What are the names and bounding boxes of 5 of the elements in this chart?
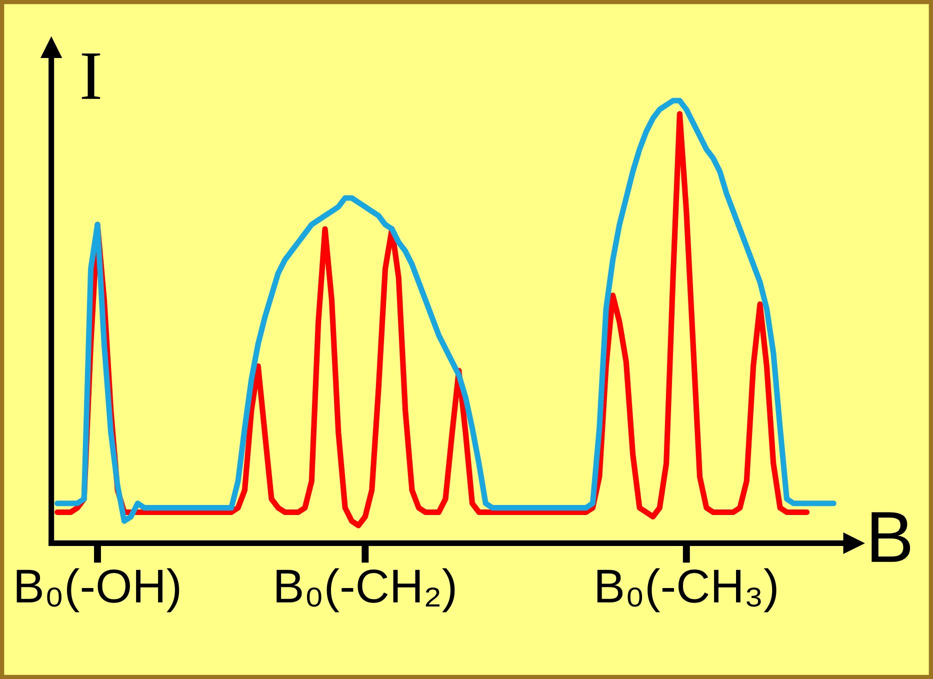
x-tick-label: B₀(-CH₃) — [597, 568, 776, 612]
x-tick-label: B₀(-CH₂) — [276, 568, 455, 612]
y-axis-title: I — [82, 53, 100, 99]
x-tick-label: B₀(-OH) — [16, 568, 180, 612]
x-axis-title: B — [872, 512, 910, 562]
